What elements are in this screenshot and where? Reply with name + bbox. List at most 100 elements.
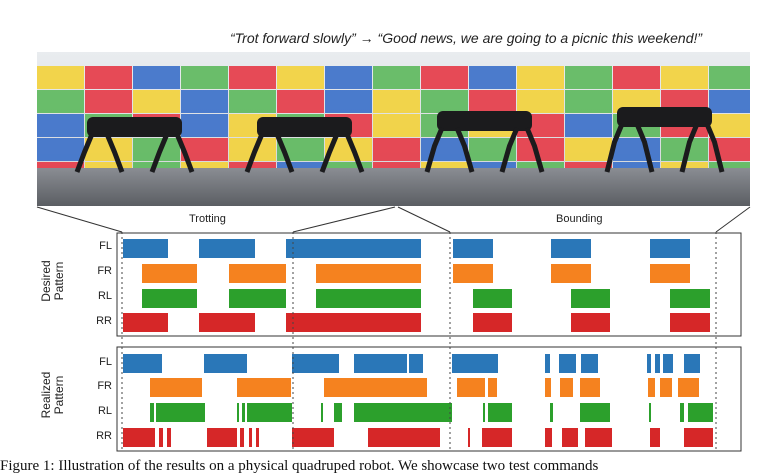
- desired-rr-contact-3: [473, 313, 512, 332]
- foam-tile: [133, 66, 180, 89]
- realized-rr-contact-10: [482, 428, 512, 447]
- foam-tile: [469, 66, 516, 89]
- realized-rl-contact-9: [488, 403, 512, 422]
- desired-fr-contact-5: [650, 264, 690, 283]
- robot-dog-2: [424, 111, 545, 173]
- foam-tile: [517, 138, 564, 161]
- foam-tile: [229, 66, 276, 89]
- realized-rr-contact-2: [167, 428, 171, 447]
- desired-fl-contact-1: [199, 239, 255, 258]
- foam-tile: [709, 66, 750, 89]
- realized-rr-contact-11: [545, 428, 552, 447]
- realized-rr-contact-12: [562, 428, 578, 447]
- realized-fl-contact-2: [292, 354, 339, 373]
- realized-fr-contact-3: [457, 378, 485, 397]
- foam-tile: [565, 138, 612, 161]
- foam-tile: [661, 66, 708, 89]
- foam-tile: [325, 66, 372, 89]
- desired-fl-contact-2: [286, 239, 421, 258]
- realized-rr-contact-1: [159, 428, 163, 447]
- desired-fr-contact-0: [142, 264, 197, 283]
- phase-divider-lines: [121, 232, 717, 452]
- foam-tile: [37, 66, 84, 89]
- desired-rr-contact-2: [286, 313, 421, 332]
- realized-fl-contact-1: [204, 354, 247, 373]
- realized-rr-contact-5: [249, 428, 252, 447]
- foam-tile: [277, 90, 324, 113]
- desired-rr-contact-5: [670, 313, 710, 332]
- foam-tile: [661, 138, 708, 161]
- realized-fl-contact-12: [684, 354, 700, 373]
- realized-rl-contact-6: [334, 403, 342, 422]
- realized-rl-contact-4: [247, 403, 292, 422]
- realized-fr-contact-7: [580, 378, 600, 397]
- foam-tile: [373, 138, 420, 161]
- realized-fr-contact-5: [545, 378, 551, 397]
- desired-rr-contact-4: [571, 313, 610, 332]
- desired-fl-contact-4: [551, 239, 591, 258]
- realized-rl-contact-2: [237, 403, 239, 422]
- desired-fl-contact-0: [123, 239, 168, 258]
- realized-rl-contact-12: [649, 403, 651, 422]
- foam-tile: [421, 90, 468, 113]
- desired-rr-contact-0: [123, 313, 168, 332]
- row-label-rl-desired: RL: [97, 290, 112, 302]
- realized-fl-contact-0: [123, 354, 162, 373]
- realized-rr-contact-7: [292, 428, 334, 447]
- realized-rr-contact-14: [650, 428, 660, 447]
- foam-tile: [373, 90, 420, 113]
- foam-tile: [277, 66, 324, 89]
- realized-rl-contact-11: [580, 403, 610, 422]
- realized-fr-contact-10: [678, 378, 699, 397]
- foam-tile: [181, 114, 228, 137]
- realized-rr-contact-15: [684, 428, 713, 447]
- foam-tile: [565, 66, 612, 89]
- foam-tile: [709, 90, 750, 113]
- foam-tile: [181, 66, 228, 89]
- foam-tile: [37, 90, 84, 113]
- desired-rr-contact-1: [199, 313, 255, 332]
- foam-tile: [37, 138, 84, 161]
- realized-fr-contact-4: [488, 378, 497, 397]
- realized-rl-contact-8: [483, 403, 485, 422]
- row-label-rr-realized: RR: [96, 430, 112, 442]
- realized-rl-contact-13: [680, 403, 684, 422]
- row-label-rl-realized: RL: [97, 405, 112, 417]
- foam-tile: [373, 114, 420, 137]
- row-label-fl-realized: FL: [99, 356, 112, 368]
- realized-fr-contact-9: [660, 378, 672, 397]
- desired-rl-contact-4: [571, 289, 610, 308]
- row-label-fr-desired: FR: [97, 265, 112, 277]
- foam-tile: [277, 138, 324, 161]
- realized-rl-contact-5: [321, 403, 323, 422]
- realized-fl-contact-8: [581, 354, 598, 373]
- foam-tile: [517, 66, 564, 89]
- robot-photo: [37, 52, 750, 206]
- desired-rl-contact-2: [316, 289, 421, 308]
- foam-tile: [565, 114, 612, 137]
- realized-rl-contact-0: [150, 403, 154, 422]
- desired-rl-contact-0: [142, 289, 197, 308]
- foam-tile: [229, 138, 276, 161]
- realized-rl-contact-10: [550, 403, 553, 422]
- desired-rl-contact-1: [229, 289, 286, 308]
- realized-rr-contact-0: [123, 428, 155, 447]
- desired-fr-contact-4: [551, 264, 591, 283]
- foam-tile: [85, 90, 132, 113]
- robot-silhouettes: [74, 107, 725, 173]
- phase-label-trotting: Trotting: [189, 213, 226, 225]
- foam-tile: [421, 66, 468, 89]
- foam-tile: [325, 138, 372, 161]
- foam-tile: [181, 138, 228, 161]
- realized-panel-frame: [116, 346, 742, 452]
- foam-tile: [37, 114, 84, 137]
- realized-gait-bars: [123, 354, 713, 447]
- realized-rl-contact-1: [156, 403, 205, 422]
- desired-fl-contact-3: [453, 239, 493, 258]
- robot-dog-0: [74, 117, 195, 173]
- desired-rl-contact-3: [473, 289, 512, 308]
- robot-dog-1: [244, 117, 365, 173]
- realized-fl-contact-5: [452, 354, 498, 373]
